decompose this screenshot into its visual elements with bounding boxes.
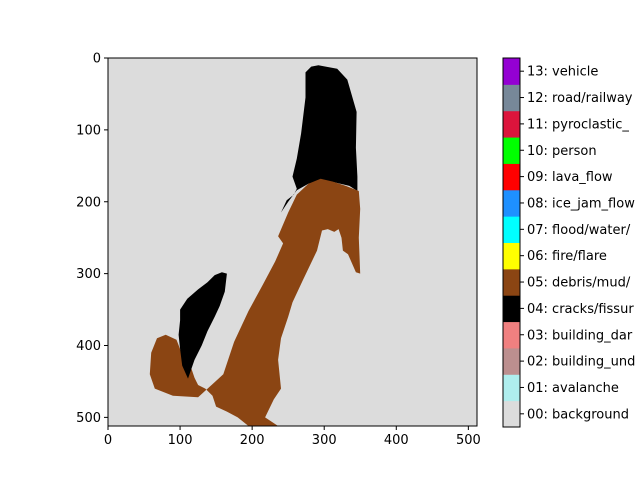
colorbar-label: 12: road/railway <box>527 91 633 106</box>
colorbar-label: 07: flood/water/ <box>527 223 631 238</box>
colorbar-label: 03: building_dar <box>527 328 633 343</box>
segmentation-mask-plot: 0 100 200 300 400 500 0 100 200 300 400 500 <box>76 52 481 449</box>
x-tick-label: 0 <box>104 433 112 448</box>
colorbar-swatch <box>503 400 520 428</box>
y-tick-label: 300 <box>76 267 101 282</box>
y-tick-label: 0 <box>93 52 101 67</box>
colorbar-label: 13: vehicle <box>527 65 598 80</box>
colorbar-frame <box>502 57 521 428</box>
x-tick-label: 300 <box>312 433 337 448</box>
colorbar-swatch <box>503 242 520 270</box>
colorbar-swatch <box>503 295 520 323</box>
x-tick-label: 200 <box>240 433 265 448</box>
colorbar-swatch <box>503 84 520 112</box>
colorbar-label: 08: ice_jam_flow <box>527 196 635 211</box>
y-tick-label: 100 <box>76 123 101 138</box>
colorbar-label: 01: avalanche <box>527 381 619 396</box>
colorbar-swatch <box>503 137 520 164</box>
colorbar-label: 04: cracks/fissur <box>527 302 634 317</box>
x-tick-label: 400 <box>384 433 409 448</box>
x-tick-label: 500 <box>456 433 481 448</box>
mask-region-2 <box>178 272 227 379</box>
colorbar-swatch <box>503 268 520 296</box>
colorbar-label: 02: building_und <box>527 355 635 370</box>
mask-region-0 <box>281 65 358 213</box>
colorbar-swatch <box>503 189 520 217</box>
y-tick-label: 500 <box>76 411 101 426</box>
x-tick-label: 100 <box>168 433 193 448</box>
colorbar-label: 05: debris/mud/ <box>527 276 631 291</box>
plot-frame <box>107 57 478 427</box>
colorbar-swatch <box>503 374 520 402</box>
colorbar-label: 10: person <box>527 144 597 159</box>
class-colorbar: 00: background 01: avalanche 02: building_… <box>502 57 635 428</box>
colorbar-labels: 00: background 01: avalanche 02: building_… <box>520 65 635 422</box>
colorbar-swatch <box>503 347 520 375</box>
mask-region-1 <box>149 178 361 426</box>
colorbar-swatch <box>503 216 520 243</box>
y-tick-label: 200 <box>76 195 101 210</box>
colorbar-label: 09: lava_flow <box>527 170 613 185</box>
colorbar-swatches <box>503 58 520 428</box>
mask-regions <box>149 65 361 426</box>
colorbar-label: 11: pyroclastic_ <box>527 117 629 132</box>
colorbar-label: 06: fire/flare <box>527 249 607 264</box>
colorbar-swatch <box>503 58 520 85</box>
colorbar-label: 00: background <box>527 407 629 422</box>
y-axis: 0 100 200 300 400 500 <box>76 52 108 426</box>
colorbar-swatch <box>503 321 520 349</box>
x-axis: 0 100 200 300 400 500 <box>104 426 481 448</box>
colorbar-swatch <box>503 163 520 191</box>
colorbar-swatch <box>503 110 520 138</box>
y-tick-label: 400 <box>76 339 101 354</box>
